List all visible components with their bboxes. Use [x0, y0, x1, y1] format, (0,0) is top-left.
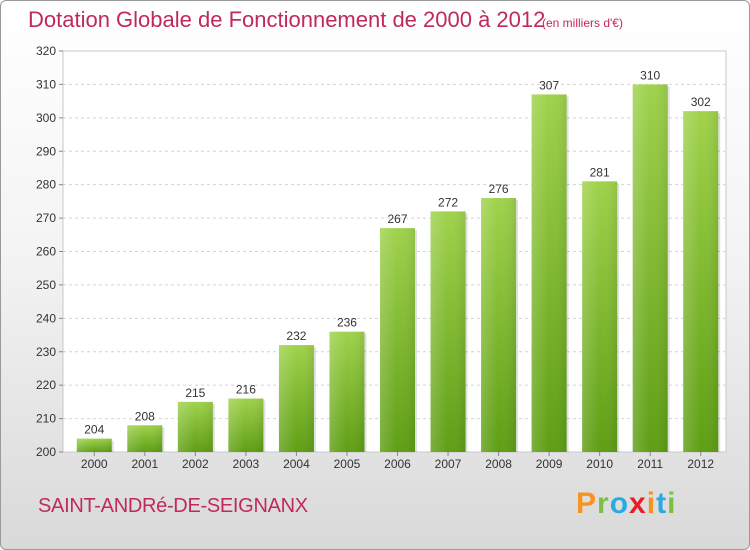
bar-shine: [632, 84, 668, 453]
x-tick-label: 2009: [536, 457, 563, 471]
y-tick-label: 200: [36, 445, 56, 459]
y-tick-label: 210: [36, 412, 56, 426]
commune-name: SAINT-ANDRé-DE-SEIGNANX: [38, 495, 308, 517]
bar-shine: [430, 211, 466, 452]
brand-letter: x: [629, 487, 647, 520]
proxiti-logo: Proxiti: [576, 487, 676, 521]
bar-shine: [531, 94, 567, 453]
y-tick-label: 300: [36, 111, 56, 125]
y-tick-label: 310: [36, 77, 56, 91]
x-tick-label: 2010: [586, 457, 613, 471]
y-tick-label: 250: [36, 278, 56, 292]
chart-title: Dotation Globale de Fonctionnement de 20…: [28, 7, 546, 32]
x-tick-label: 2002: [182, 457, 209, 471]
data-label: 216: [236, 383, 256, 397]
data-label: 232: [286, 329, 306, 343]
data-label: 208: [135, 409, 155, 423]
y-tick-label: 260: [36, 245, 56, 259]
x-tick-label: 2003: [233, 457, 260, 471]
chart-subtitle: (en milliers d'€): [542, 16, 623, 30]
x-tick-label: 2007: [435, 457, 462, 471]
x-tick-label: 2011: [637, 457, 663, 471]
data-label: 236: [337, 316, 357, 330]
x-tick-label: 2004: [283, 457, 310, 471]
data-label: 276: [489, 182, 509, 196]
bar-shine: [380, 228, 415, 452]
brand-letter: i: [646, 487, 657, 520]
data-label: 215: [185, 386, 205, 400]
y-tick-label: 320: [36, 44, 56, 58]
x-tick-label: 2006: [384, 457, 411, 471]
x-tick-label: 2001: [131, 457, 158, 471]
y-tick-label: 290: [36, 144, 56, 158]
data-label: 310: [640, 68, 660, 82]
x-tick-label: 2008: [485, 457, 512, 471]
data-label: 307: [539, 78, 559, 92]
bar-shine: [177, 401, 213, 452]
x-tick-label: 2000: [81, 457, 108, 471]
data-label: 302: [691, 95, 711, 109]
bar-shine: [683, 111, 719, 453]
y-tick-label: 280: [36, 178, 56, 192]
x-tick-label: 2012: [687, 457, 714, 471]
brand-letter: i: [667, 487, 677, 520]
bar-shine: [582, 181, 618, 452]
y-tick-label: 220: [36, 378, 56, 392]
y-tick-label: 270: [36, 211, 56, 225]
bar-shine: [127, 425, 163, 452]
bar-shine: [329, 331, 365, 452]
bar-shine: [76, 438, 112, 452]
brand-letter: r: [597, 487, 610, 520]
bar-shine: [228, 398, 264, 452]
brand-letter: P: [576, 487, 598, 520]
x-tick-label: 2005: [334, 457, 361, 471]
y-tick-label: 240: [36, 311, 56, 325]
brand-letter: t: [656, 487, 668, 520]
data-label: 272: [438, 195, 458, 209]
data-label: 204: [84, 423, 104, 437]
bar-shine: [481, 198, 517, 452]
data-label: 267: [387, 212, 407, 226]
brand-letter: o: [609, 487, 630, 520]
bar-shine: [278, 345, 314, 452]
data-label: 281: [590, 165, 610, 179]
y-tick-label: 230: [36, 345, 56, 359]
